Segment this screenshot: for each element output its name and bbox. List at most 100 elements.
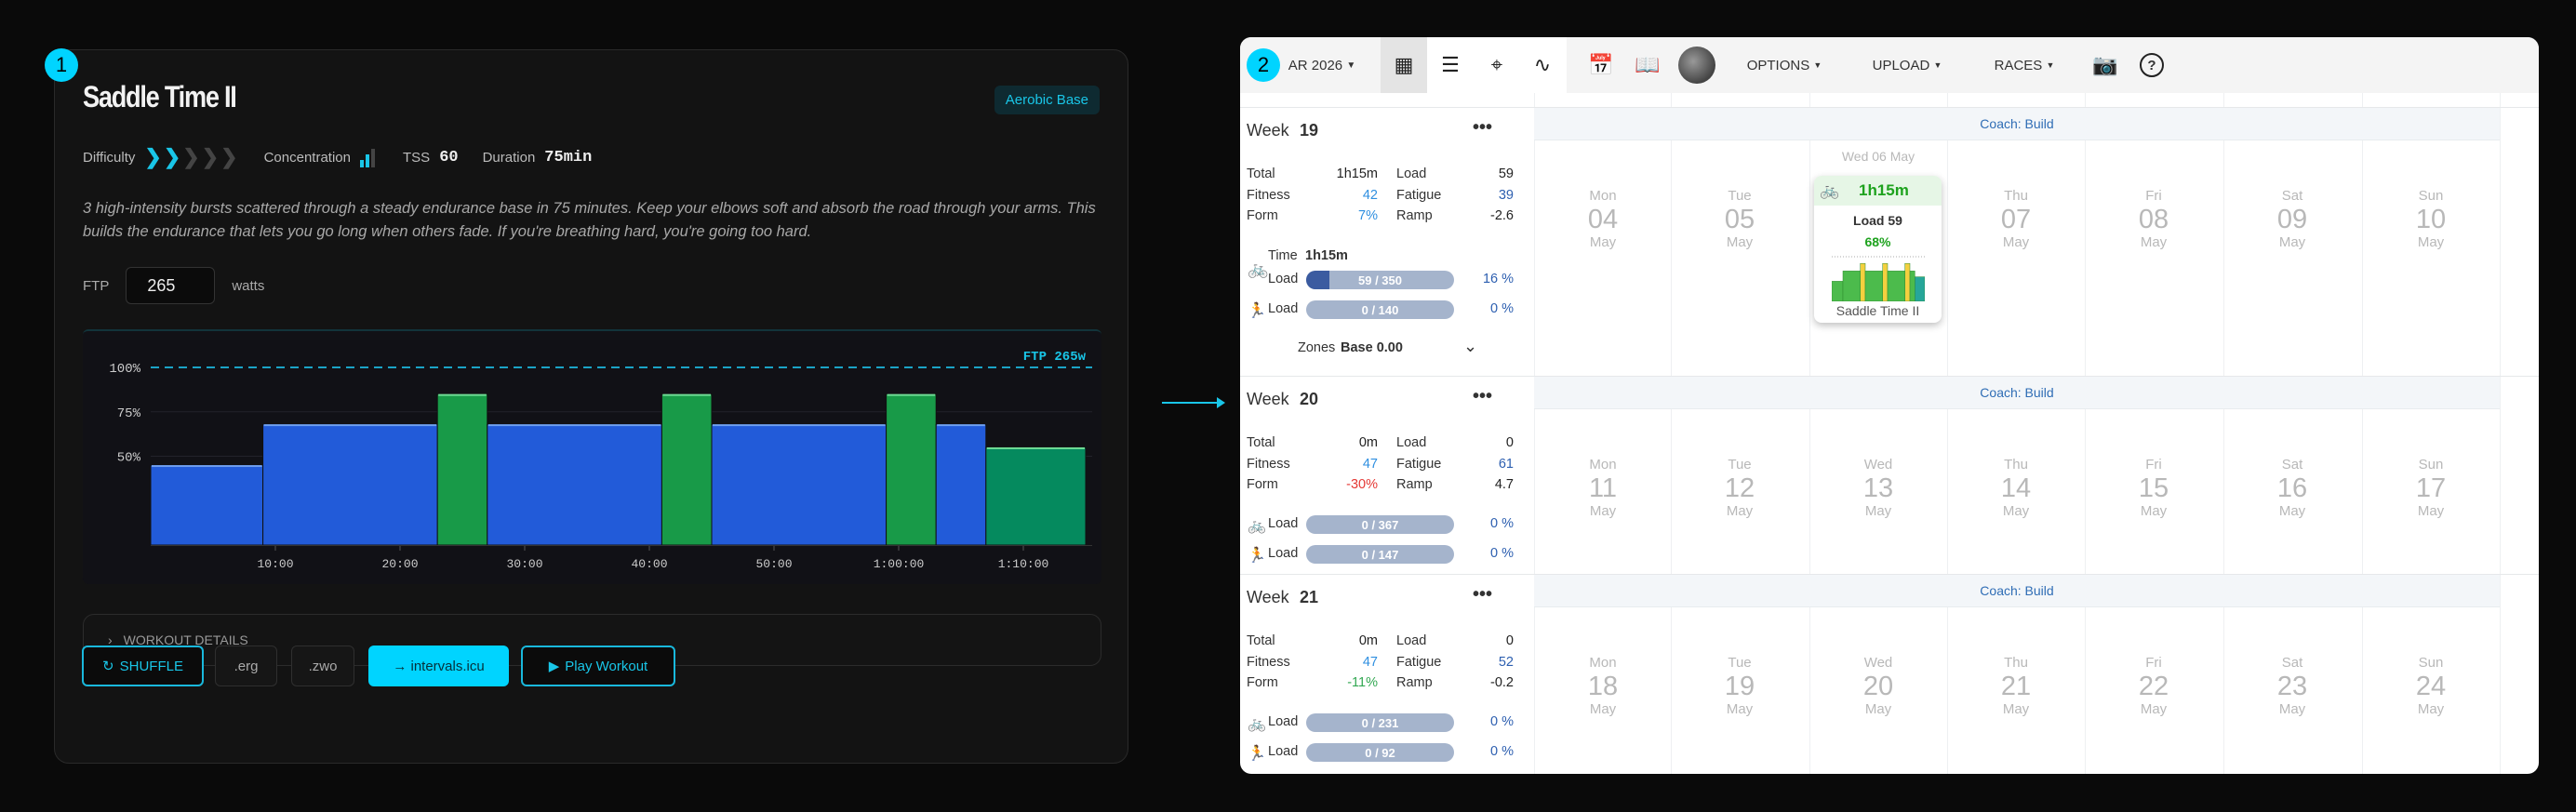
week-label: Week — [1247, 390, 1289, 408]
day-month: May — [1589, 234, 1617, 250]
stat-label: Total — [1247, 166, 1275, 181]
concentration-bar — [371, 149, 375, 167]
stat-value: 4.7 — [1494, 477, 1514, 492]
notes-button[interactable]: 📖 — [1629, 37, 1666, 93]
x-tick-label: 1:00:00 — [874, 557, 925, 571]
event-name: Saddle Time II — [1835, 303, 1920, 318]
week-number: 19 — [1300, 121, 1319, 140]
tss-value: 60 — [439, 148, 459, 166]
ftp-row: FTP watts — [83, 267, 264, 304]
stat-label: Fatigue — [1396, 456, 1442, 472]
grid-view-button[interactable]: ▦ — [1381, 37, 1427, 93]
week-menu-button[interactable]: ••• — [1473, 386, 1493, 406]
options-menu[interactable]: OPTIONS ▼ — [1746, 57, 1822, 73]
duration-value: 75min — [544, 148, 593, 166]
day-month: May — [2140, 234, 2168, 250]
interval-bar-top — [986, 446, 1085, 449]
tss-label: TSS — [403, 149, 431, 166]
load-progress-text: 0 / 147 — [1361, 547, 1399, 562]
export-erg-button[interactable]: .erg — [215, 646, 277, 686]
coach-plan-banner[interactable]: Coach: Build — [1534, 377, 2500, 409]
event-duration: 1h15m — [1859, 181, 1909, 199]
route-button[interactable]: ∿ — [1524, 37, 1561, 93]
upload-menu[interactable]: UPLOAD ▼ — [1872, 57, 1942, 73]
x-tick-label: 40:00 — [631, 557, 667, 571]
stat-value: 1h15m — [1336, 166, 1378, 181]
difficulty-chevron: ❯ — [144, 145, 162, 168]
day-number: 14 — [2000, 473, 2032, 503]
crosshair-icon: ⌖ — [1490, 53, 1503, 76]
coach-plan-banner[interactable]: Coach: Build — [1534, 108, 2500, 140]
stat-label: Load — [1396, 435, 1427, 450]
ftp-label: FTP 265w — [1023, 350, 1087, 365]
load-percent: 0 % — [1490, 546, 1514, 561]
day-name: Fri — [2145, 655, 2162, 671]
y-tick-label: 75% — [117, 406, 141, 421]
day-name: Wed — [1863, 457, 1893, 473]
calendar-plus-icon: 📅 — [1588, 53, 1614, 76]
day-month: May — [2002, 503, 2030, 519]
day-number: 24 — [2415, 672, 2447, 701]
day-month: May — [1864, 701, 1892, 717]
day-month: May — [2002, 234, 2030, 250]
mini-interval-bar — [1915, 276, 1925, 301]
week-menu-button[interactable]: ••• — [1473, 117, 1493, 138]
target-button[interactable]: ⌖ — [1478, 37, 1515, 93]
column-divider — [2362, 93, 2363, 774]
stat-label: Fitness — [1247, 654, 1290, 670]
step-badge-2: 2 — [1247, 48, 1280, 82]
intervals-icu-button[interactable]: → intervals.icu — [368, 646, 509, 686]
interval-bar-top — [152, 465, 262, 468]
stat-value: 47 — [1362, 654, 1378, 670]
day-name: Sun — [2418, 655, 2444, 671]
load-percent: 0 % — [1490, 516, 1514, 531]
screenshot-button[interactable]: 📷 — [2087, 37, 2124, 93]
month-selector[interactable]: AR 2026 ▼ — [1288, 57, 1356, 73]
workout-chart: 100% 75% 50% FTP 265w 10:00 20:00 30:00 40:00 50… — [83, 329, 1101, 584]
stat-label: Fatigue — [1396, 654, 1442, 670]
avatar[interactable] — [1677, 37, 1716, 93]
mini-workout-chart — [1832, 256, 1925, 301]
stat-value: 7% — [1358, 208, 1378, 223]
interval-bar — [487, 423, 662, 546]
zones-label: Zones — [1298, 340, 1336, 355]
duration-label: Duration — [482, 149, 536, 166]
interval-bar — [711, 423, 888, 546]
stat-label: Form — [1247, 477, 1278, 492]
week-menu-button[interactable]: ••• — [1473, 584, 1493, 605]
races-menu[interactable]: RACES ▼ — [1994, 57, 2055, 73]
workout-card: Saddle Time II Aerobic Base Difficulty ❯… — [54, 49, 1128, 764]
stat-value: -30% — [1346, 477, 1378, 492]
interval-bar-top — [713, 424, 886, 427]
stat-label: Total — [1247, 633, 1275, 648]
export-zwo-button[interactable]: .zwo — [291, 646, 354, 686]
help-button[interactable]: ? — [2133, 37, 2170, 93]
chevron-down-icon[interactable]: ⌄ — [1463, 337, 1478, 355]
load-percent: 0 % — [1490, 301, 1514, 316]
day-number: 17 — [2415, 473, 2447, 503]
week-divider — [1240, 574, 2539, 575]
day-name: Sun — [2418, 457, 2444, 473]
stat-label: Ramp — [1396, 208, 1433, 223]
day-month: May — [2417, 701, 2445, 717]
load-label: Load — [1268, 516, 1299, 531]
stat-label: Fitness — [1247, 456, 1290, 472]
shuffle-button[interactable]: ↻ SHUFFLE — [82, 646, 204, 686]
ftp-input[interactable] — [126, 267, 216, 304]
add-event-button[interactable]: 📅 — [1582, 37, 1620, 93]
event-compliance: 68% — [1864, 234, 1891, 249]
list-view-button[interactable]: ☰ — [1432, 37, 1469, 93]
day-number: 08 — [2138, 205, 2169, 234]
bike-icon: 🚲 — [1248, 518, 1266, 534]
stat-value: -0.2 — [1490, 675, 1514, 690]
concentration-bar — [360, 160, 364, 167]
day-name: Wed — [1863, 655, 1893, 671]
day-name: Sat — [2281, 188, 2303, 204]
difficulty-label: Difficulty — [83, 149, 136, 166]
play-label: Play Workout — [565, 658, 648, 674]
stat-value: 0 — [1505, 633, 1514, 648]
play-workout-button[interactable]: ▶ Play Workout — [521, 646, 675, 686]
load-percent: 0 % — [1490, 714, 1514, 729]
day-name: Fri — [2145, 457, 2162, 473]
coach-plan-banner[interactable]: Coach: Build — [1534, 575, 2500, 607]
